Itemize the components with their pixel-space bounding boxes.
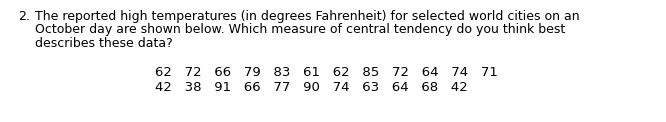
- Text: October day are shown below. Which measure of central tendency do you think best: October day are shown below. Which measu…: [35, 24, 565, 36]
- Text: The reported high temperatures (in degrees Fahrenheit) for selected world cities: The reported high temperatures (in degre…: [35, 10, 579, 23]
- Text: 2.: 2.: [18, 10, 30, 23]
- Text: 62   72   66   79   83   61   62   85   72   64   74   71: 62 72 66 79 83 61 62 85 72 64 74 71: [155, 66, 498, 80]
- Text: 42   38   91   66   77   90   74   63   64   68   42: 42 38 91 66 77 90 74 63 64 68 42: [155, 81, 468, 94]
- Text: describes these data?: describes these data?: [35, 37, 172, 50]
